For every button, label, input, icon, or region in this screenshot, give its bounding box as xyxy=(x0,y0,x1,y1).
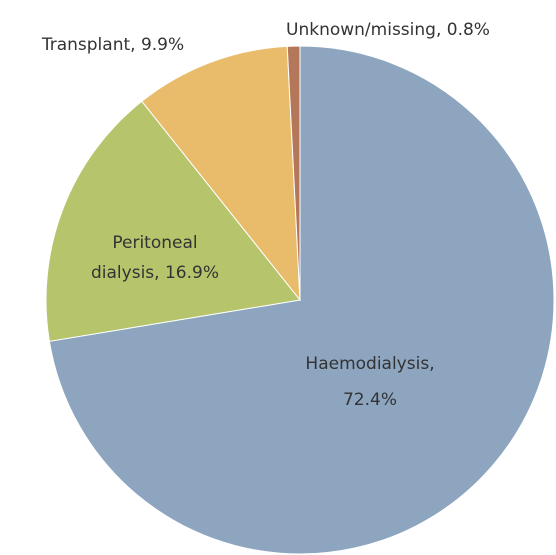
pie-slice xyxy=(286,45,301,301)
data-label: Transplant, 9.9% xyxy=(41,35,184,55)
separator: , xyxy=(436,20,447,40)
pie-slice xyxy=(45,100,301,342)
separator: , xyxy=(429,354,434,374)
value-label: 16.9% xyxy=(165,263,219,283)
category-name: Unknown/missing xyxy=(286,20,436,40)
value-label: 0.8% xyxy=(447,20,490,40)
data-label: Haemodialysis, 72.4% xyxy=(305,354,434,410)
data-label: Peritoneal dialysis, 16.9% xyxy=(91,233,219,283)
pie-slice xyxy=(141,45,301,302)
data-label: Unknown/missing, 0.8% xyxy=(286,20,490,40)
separator: , xyxy=(154,263,165,283)
category-name: Peritoneal xyxy=(112,233,197,253)
separator: , xyxy=(130,35,141,55)
category-name: Transplant xyxy=(41,35,131,55)
pie-slice xyxy=(48,45,555,555)
category-name: Haemodialysis xyxy=(305,354,429,374)
value-label: 72.4% xyxy=(343,390,397,410)
value-label: 9.9% xyxy=(141,35,184,55)
category-name-cont: dialysis xyxy=(91,263,154,283)
